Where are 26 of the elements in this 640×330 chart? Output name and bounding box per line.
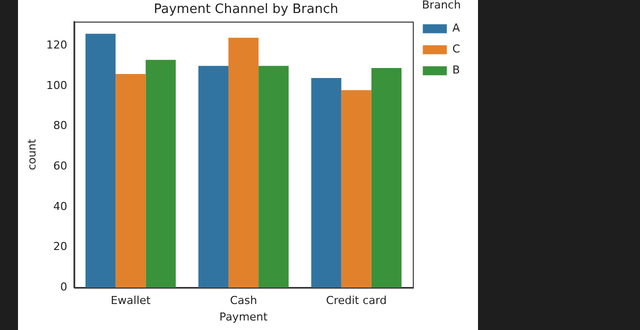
legend-label: A	[452, 22, 460, 35]
y-tick-label: 80	[53, 119, 68, 132]
y-tick-label: 120	[46, 38, 68, 52]
bar	[311, 78, 342, 288]
legend-title: Branch	[422, 0, 461, 12]
legend-label: C	[452, 42, 460, 56]
chart-title: Payment Channel by Branch	[154, 2, 338, 18]
x-axis-title: Payment	[219, 310, 268, 324]
y-axis-title: count	[25, 138, 38, 170]
y-tick-label: 60	[53, 160, 68, 173]
bar	[85, 34, 116, 288]
x-tick-label: Credit card	[326, 294, 387, 308]
y-tick-label: 0	[60, 280, 68, 294]
y-tick-label: 100	[46, 78, 68, 92]
bar	[341, 90, 372, 288]
bar	[371, 68, 402, 288]
y-tick-label: 20	[53, 240, 68, 254]
x-tick-label: Cash	[230, 294, 258, 308]
legend-label: B	[452, 64, 460, 77]
x-tick-label: Ewallet	[110, 294, 152, 308]
bar	[116, 74, 146, 288]
bar	[198, 66, 228, 288]
y-tick-label: 40	[53, 200, 68, 213]
bar	[146, 60, 176, 288]
bar	[258, 66, 289, 288]
bar	[228, 38, 259, 288]
